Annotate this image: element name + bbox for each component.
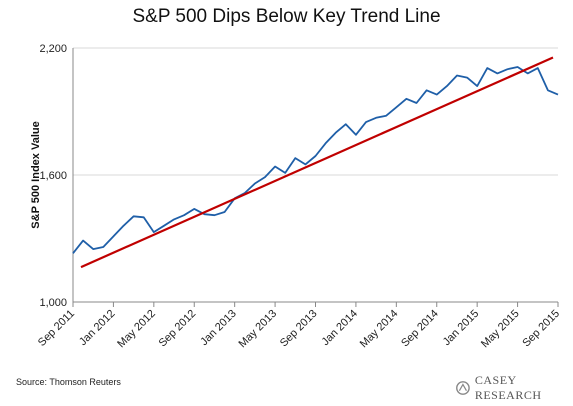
x-tick-label: Jan 2012 — [77, 308, 117, 348]
y-tick-label: 1,600 — [39, 170, 67, 182]
x-tick-label: May 2013 — [237, 308, 280, 351]
x-tick-label: Sep 2012 — [157, 308, 199, 350]
logo-text: CASEY RESEARCH — [474, 373, 542, 402]
chart-title: S&P 500 Dips Below Key Trend Line — [132, 6, 441, 27]
x-tick-label: May 2012 — [115, 308, 158, 351]
x-tick-label: May 2015 — [479, 308, 522, 351]
y-tick-label: 1,000 — [39, 297, 67, 309]
casey-research-logo: CASEY RESEARCH — [455, 373, 573, 402]
x-tick-label: Jan 2015 — [441, 308, 481, 348]
y-tick-label: 2,200 — [39, 43, 67, 55]
x-tick-label: Jan 2014 — [320, 308, 360, 348]
sp500-series-line — [72, 66, 559, 254]
x-tick-label: Jan 2013 — [198, 308, 238, 348]
x-tick-label: Sep 2014 — [399, 308, 441, 350]
logo-mark-icon — [456, 381, 470, 395]
y-axis-title: S&P 500 Index Value — [30, 121, 42, 228]
x-tick-label: Sep 2013 — [278, 308, 320, 350]
source-note: Source: Thomson Reuters — [16, 377, 121, 387]
x-tick-label: Sep 2015 — [520, 308, 562, 350]
series-layer — [72, 56, 559, 269]
grid-layer — [73, 47, 558, 303]
axes-layer — [72, 48, 559, 307]
trend-line — [80, 56, 554, 269]
x-tick-label: Sep 2011 — [36, 308, 77, 349]
x-tick-label: May 2014 — [358, 308, 401, 351]
